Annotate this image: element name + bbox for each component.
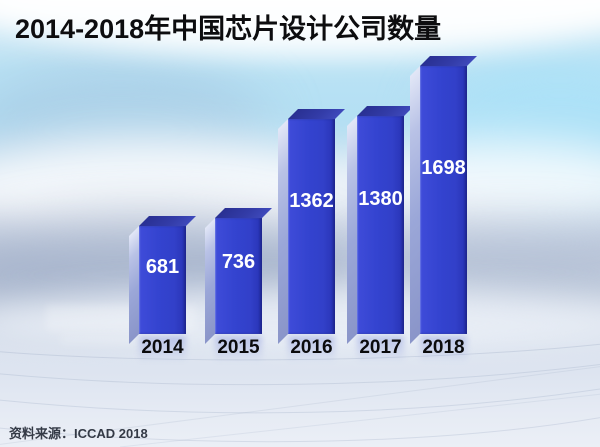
- chart-title: 2014-2018年中国芯片设计公司数量: [15, 14, 442, 44]
- bar-year-label: 2016: [290, 337, 333, 358]
- watermark-smudge: [60, 332, 170, 346]
- bar-value-label: 736: [221, 251, 256, 273]
- bar-side-face: [410, 66, 420, 344]
- bar-side-face: [129, 226, 139, 344]
- bar-front: [288, 119, 335, 334]
- source-note: 资料来源：ICCAD 2018: [9, 426, 148, 441]
- bar-year-label: 2018: [422, 337, 465, 358]
- bar-side-face: [205, 218, 215, 344]
- bar-front: [357, 116, 404, 334]
- bar-value-label: 1362: [289, 190, 334, 212]
- bar-top-face: [357, 106, 414, 116]
- bar-top-face: [215, 208, 272, 218]
- bar-reflection: [139, 336, 186, 362]
- bar-top-face: [139, 216, 196, 226]
- bar-year-label: 2017: [359, 337, 402, 358]
- bar-side-face: [347, 116, 357, 344]
- bar-year-label: 2015: [217, 337, 260, 358]
- floor-grid-lines: [0, 343, 600, 447]
- bar-top-face: [420, 56, 477, 66]
- bar-value-label: 1698: [421, 157, 466, 179]
- bar-top-face: [288, 109, 345, 119]
- bar-reflection: [288, 336, 335, 362]
- bar-side-face: [278, 119, 288, 344]
- bar-reflection: [215, 336, 262, 362]
- bar-front: [420, 66, 467, 334]
- bar-front: [215, 218, 262, 334]
- bar-front: [139, 226, 186, 334]
- bar-value-label: 1380: [358, 188, 403, 210]
- bar-reflection: [420, 336, 467, 362]
- bar-reflection: [357, 336, 404, 362]
- cloud: [0, 60, 270, 200]
- bar-value-label: 681: [145, 256, 180, 278]
- bar-year-label: 2014: [141, 337, 184, 358]
- floor: [0, 340, 600, 447]
